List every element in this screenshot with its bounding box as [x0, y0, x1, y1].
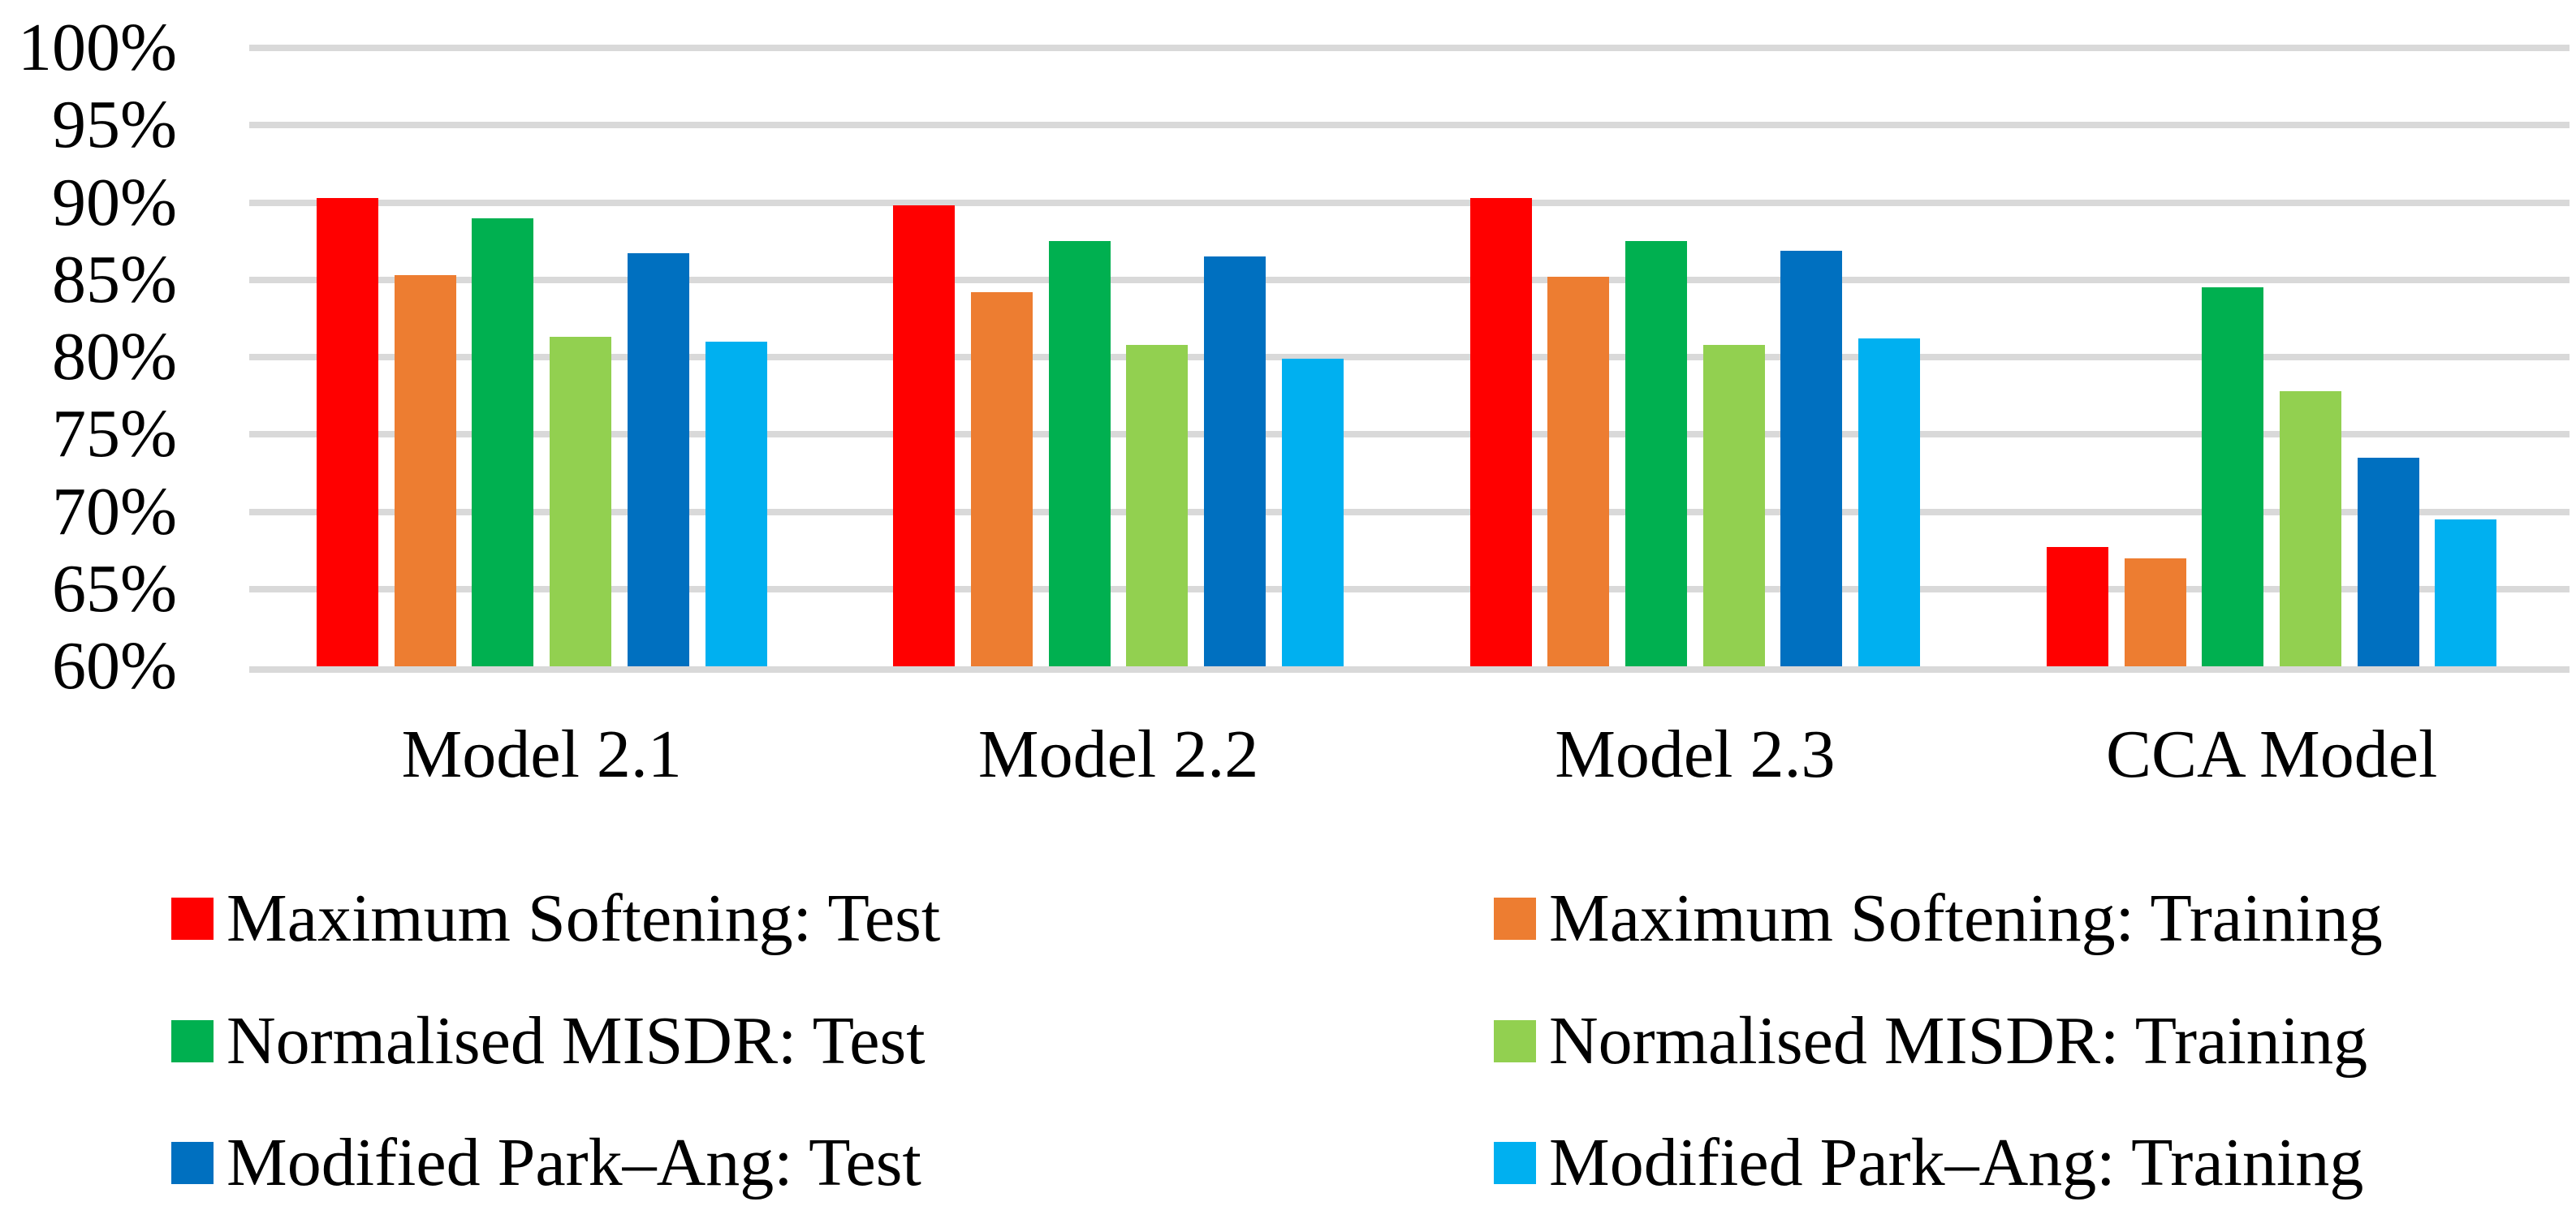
bar-model-2-3-normalised-misdr-training — [1702, 344, 1765, 666]
gridline-70 — [249, 508, 2570, 515]
legend-item-maximum-softening-test: Maximum Softening: Test — [171, 877, 940, 961]
legend-swatch-modified-park-ang-training — [1494, 1142, 1536, 1184]
bar-model-2-1-maximum-softening-test — [317, 197, 378, 666]
bar-model-2-2-modified-park-ang-training — [1281, 358, 1344, 666]
gridline-65 — [249, 585, 2570, 592]
y-tick-label-65: 65% — [52, 550, 177, 627]
gridline-90 — [249, 199, 2570, 206]
bar-model-2-2-modified-park-ang-test — [1204, 256, 1266, 666]
gridline-95 — [249, 122, 2570, 129]
x-category-label-cca-model: CCA Model — [2105, 717, 2438, 792]
y-tick-label-90: 90% — [52, 164, 177, 240]
legend-swatch-modified-park-ang-test — [171, 1142, 214, 1184]
bar-model-2-3-maximum-softening-test — [1469, 197, 1532, 666]
bar-cca-model-maximum-softening-training — [2124, 558, 2186, 666]
legend-item-modified-park-ang-training: Modified Park–Ang: Training — [1494, 1121, 2363, 1205]
legend-swatch-normalised-misdr-training — [1494, 1020, 1536, 1062]
y-tick-label-60: 60% — [52, 628, 177, 704]
legend-swatch-maximum-softening-test — [171, 898, 214, 940]
bar-model-2-1-modified-park-ang-training — [705, 341, 767, 666]
bar-model-2-1-modified-park-ang-test — [627, 253, 689, 666]
y-tick-label-100: 100% — [18, 10, 177, 85]
legend-label-normalised-misdr-training: Normalised MISDR: Training — [1549, 1003, 2368, 1079]
x-category-label-model-2-2: Model 2.2 — [977, 717, 1259, 792]
legend-item-maximum-softening-training: Maximum Softening: Training — [1494, 877, 2383, 961]
bar-cca-model-normalised-misdr-training — [2280, 390, 2341, 666]
bar-model-2-1-normalised-misdr-test — [472, 218, 534, 666]
bar-cca-model-modified-park-ang-test — [2357, 457, 2419, 666]
y-tick-label-80: 80% — [52, 319, 177, 394]
gridline-60 — [249, 666, 2570, 673]
gridline-80 — [249, 354, 2570, 360]
legend-label-maximum-softening-training: Maximum Softening: Training — [1549, 881, 2383, 956]
legend-label-normalised-misdr-test: Normalised MISDR: Test — [227, 1003, 926, 1079]
legend-label-maximum-softening-test: Maximum Softening: Test — [227, 881, 941, 956]
bar-cca-model-modified-park-ang-training — [2435, 519, 2497, 666]
bar-model-2-3-modified-park-ang-test — [1780, 250, 1843, 666]
plot-area — [249, 45, 2570, 673]
bar-cca-model-maximum-softening-test — [2046, 547, 2108, 666]
bar-model-2-3-modified-park-ang-training — [1858, 338, 1921, 666]
x-category-label-model-2-1: Model 2.1 — [401, 717, 682, 792]
bar-model-2-1-maximum-softening-training — [394, 275, 456, 666]
gridline-85 — [249, 276, 2570, 283]
bar-model-2-2-maximum-softening-test — [893, 205, 956, 666]
legend-swatch-maximum-softening-training — [1494, 898, 1536, 940]
legend-item-normalised-misdr-training: Normalised MISDR: Training — [1494, 999, 2367, 1083]
bar-model-2-1-normalised-misdr-training — [550, 337, 612, 666]
legend-swatch-normalised-misdr-test — [171, 1020, 214, 1062]
bar-cca-model-normalised-misdr-test — [2202, 287, 2264, 666]
bar-model-2-2-normalised-misdr-training — [1126, 344, 1189, 666]
bar-model-2-2-maximum-softening-training — [971, 291, 1033, 666]
y-tick-label-95: 95% — [52, 87, 177, 163]
gridline-75 — [249, 431, 2570, 438]
y-tick-label-70: 70% — [52, 473, 177, 549]
bar-model-2-3-maximum-softening-training — [1547, 276, 1610, 666]
bar-model-2-2-normalised-misdr-test — [1048, 241, 1111, 666]
x-category-label-model-2-3: Model 2.3 — [1555, 717, 1836, 792]
y-tick-label-85: 85% — [52, 241, 177, 317]
gridline-100 — [249, 45, 2570, 51]
y-tick-label-75: 75% — [52, 396, 177, 472]
legend-item-modified-park-ang-test: Modified Park–Ang: Test — [171, 1121, 921, 1205]
legend-label-modified-park-ang-test: Modified Park–Ang: Test — [227, 1125, 921, 1200]
legend-item-normalised-misdr-test: Normalised MISDR: Test — [171, 999, 926, 1083]
bar-model-2-3-normalised-misdr-test — [1625, 241, 1687, 666]
legend-label-modified-park-ang-training: Modified Park–Ang: Training — [1549, 1125, 2364, 1200]
